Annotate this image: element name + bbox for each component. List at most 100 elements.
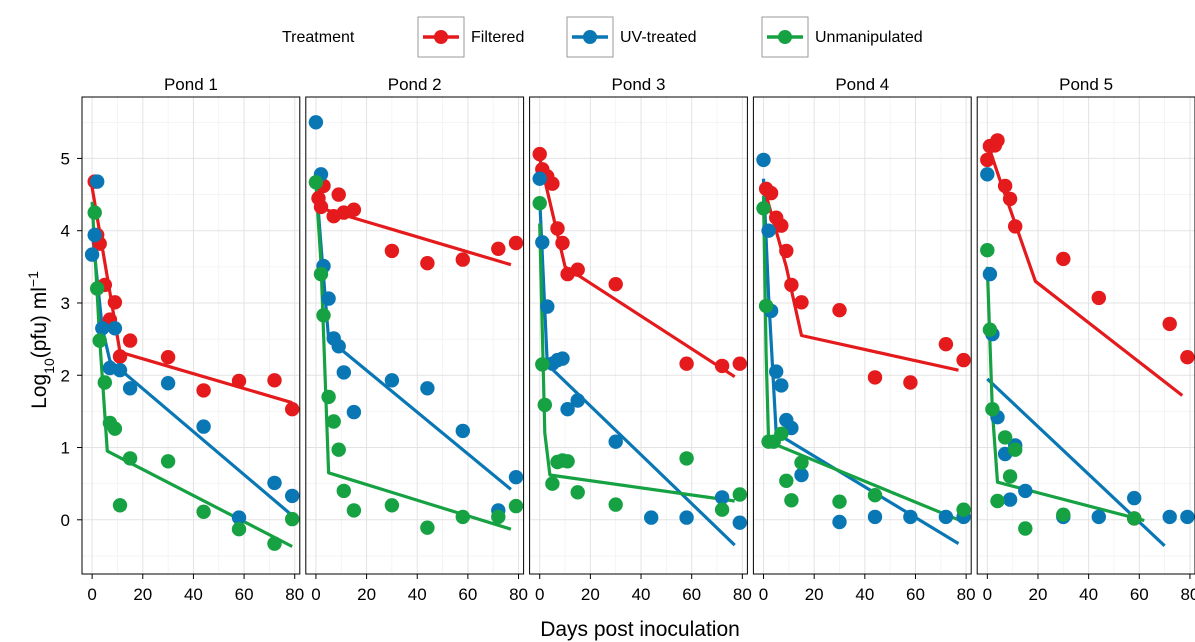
legend-item-unmanipulated: Unmanipulated (761, 16, 923, 58)
x-tick-label: 0 (535, 585, 544, 604)
x-tick-label: 60 (235, 585, 254, 604)
data-points (532, 146, 747, 530)
point-unmanipulated (832, 494, 847, 509)
point-uv-treated (980, 167, 995, 182)
point-uv-treated (560, 402, 575, 417)
y-label-rest: (pfu) ml (28, 287, 51, 358)
x-tick-label: 40 (184, 585, 203, 604)
point-unmanipulated (956, 502, 971, 517)
panel-title: Pond 1 (164, 75, 218, 94)
point-uv-treated (761, 223, 776, 238)
panel-grid (305, 97, 524, 574)
point-uv-treated (336, 365, 351, 380)
point-uv-treated (555, 351, 570, 366)
legend-key-dot (583, 30, 597, 44)
data-points (308, 115, 524, 535)
point-filtered (532, 146, 547, 162)
x-tick-label: 0 (87, 585, 96, 604)
point-uv-treated (903, 509, 918, 525)
point-unmanipulated (90, 281, 105, 296)
x-tick-label: 0 (983, 585, 992, 604)
y-tick-label: 4 (61, 222, 70, 241)
point-filtered (903, 375, 918, 390)
point-uv-treated (982, 266, 998, 282)
point-uv-treated (1180, 509, 1195, 525)
x-tick-label: 80 (509, 585, 528, 604)
y-label-sub: 10 (41, 358, 57, 374)
x-tick-label: 60 (906, 585, 925, 604)
panel-border (529, 96, 748, 575)
point-filtered (794, 295, 809, 310)
x-tick-label: 20 (1029, 585, 1048, 604)
x-tick-label: 40 (632, 585, 651, 604)
point-uv-treated (331, 339, 346, 354)
y-tick-label: 5 (61, 149, 70, 168)
point-unmanipulated (316, 308, 331, 323)
point-filtered (774, 218, 789, 233)
fit-line-unmanipulated (761, 195, 960, 522)
y-tick-label: 1 (61, 439, 70, 458)
point-unmanipulated (1127, 511, 1142, 526)
legend-label: Unmanipulated (815, 29, 923, 46)
point-filtered (313, 199, 329, 215)
x-tick-label: 0 (759, 585, 768, 604)
x-tick-label: 20 (133, 585, 152, 604)
point-unmanipulated (990, 493, 1005, 509)
y-tick-label: 0 (61, 511, 70, 530)
point-filtered (346, 202, 362, 217)
point-unmanipulated (985, 402, 1000, 417)
point-unmanipulated (491, 509, 506, 525)
point-unmanipulated (794, 455, 809, 470)
point-filtered (267, 373, 282, 388)
point-filtered (420, 256, 435, 271)
point-filtered (1180, 350, 1195, 365)
point-filtered (160, 350, 176, 365)
point-uv-treated (196, 419, 211, 434)
point-unmanipulated (346, 503, 362, 518)
point-unmanipulated (160, 454, 176, 469)
point-uv-treated (87, 227, 102, 243)
fit-line-unmanipulated (90, 201, 293, 548)
point-unmanipulated (112, 498, 128, 513)
point-uv-treated (122, 381, 138, 396)
point-unmanipulated (774, 426, 789, 441)
fit-line-unmanipulated (314, 183, 512, 531)
point-unmanipulated (679, 451, 694, 466)
point-filtered (107, 295, 123, 310)
y-tick-label: 2 (61, 366, 70, 385)
y-tick-label: 3 (61, 294, 70, 313)
point-filtered (570, 262, 585, 277)
fit-line-filtered (538, 158, 736, 379)
point-uv-treated (769, 364, 784, 379)
point-uv-treated (1162, 509, 1177, 525)
point-filtered (779, 243, 794, 259)
point-unmanipulated (537, 397, 552, 413)
point-uv-treated (532, 171, 547, 186)
point-filtered (997, 178, 1013, 194)
point-uv-treated (84, 247, 100, 262)
point-filtered (980, 152, 995, 168)
point-filtered (1091, 290, 1107, 306)
point-uv-treated (112, 363, 128, 378)
x-tick-label: 20 (357, 585, 376, 604)
point-unmanipulated (331, 442, 346, 457)
point-filtered (550, 221, 565, 236)
point-unmanipulated (779, 473, 794, 488)
point-unmanipulated (784, 493, 799, 508)
point-uv-treated (867, 509, 883, 525)
point-unmanipulated (87, 205, 102, 220)
point-filtered (732, 356, 747, 371)
y-axis-label: Log10(pfu) ml−1 (25, 271, 57, 409)
point-filtered (867, 370, 883, 385)
x-tick-label: 40 (1079, 585, 1098, 604)
point-filtered (122, 333, 138, 348)
point-uv-treated (794, 467, 809, 483)
point-unmanipulated (92, 333, 107, 348)
point-filtered (384, 243, 400, 259)
point-uv-treated (938, 509, 954, 525)
point-uv-treated (308, 115, 324, 130)
point-uv-treated (455, 423, 470, 439)
point-uv-treated (608, 434, 623, 449)
point-unmanipulated (326, 414, 341, 429)
